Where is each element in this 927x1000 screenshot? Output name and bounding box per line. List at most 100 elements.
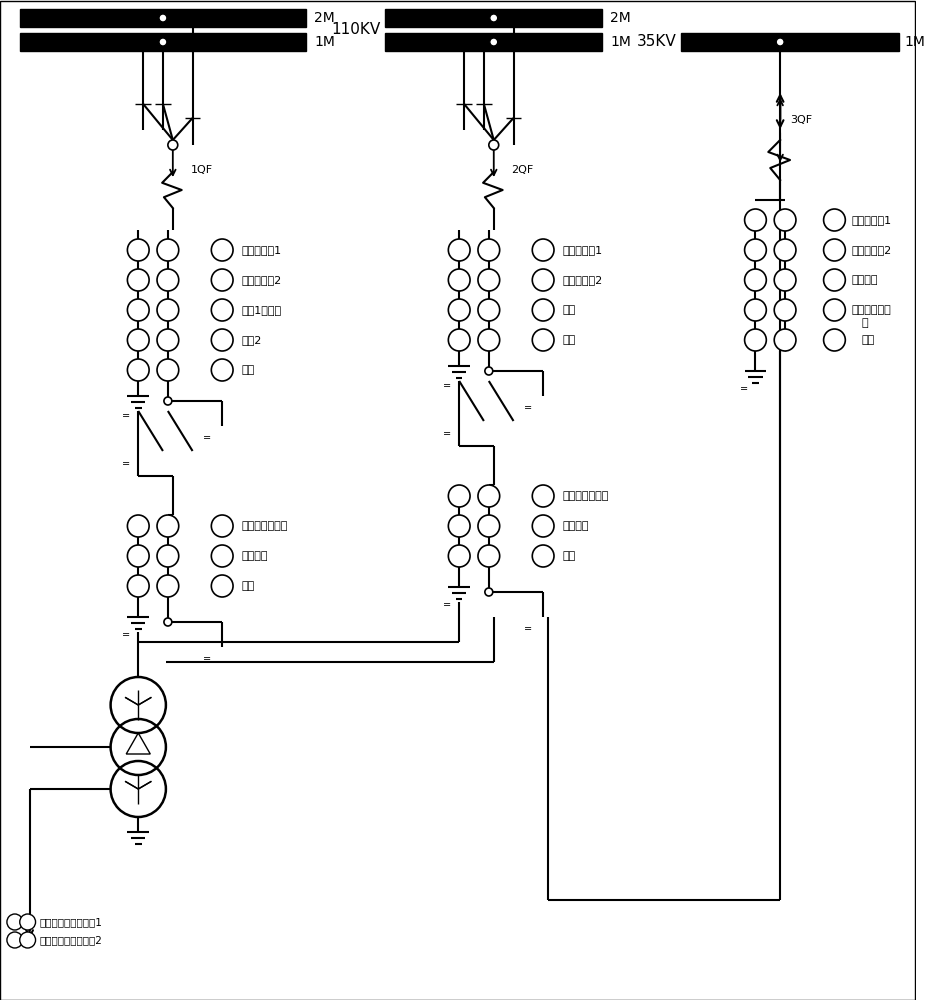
Text: 计量: 计量 [563,335,576,345]
Circle shape [19,914,35,930]
Text: 纵差、后备1: 纵差、后备1 [850,215,891,225]
Text: =: = [122,630,131,640]
Text: 备用: 备用 [242,581,255,591]
Text: =: = [203,654,211,664]
Circle shape [477,269,499,291]
Circle shape [775,38,783,46]
Circle shape [532,485,553,507]
Circle shape [127,575,149,597]
Circle shape [157,299,179,321]
Text: =: = [203,433,211,443]
Circle shape [157,239,179,261]
Text: 2M: 2M [610,11,630,25]
Circle shape [211,545,233,567]
Circle shape [157,359,179,381]
Circle shape [6,932,22,948]
Circle shape [448,269,470,291]
Text: 3QF: 3QF [789,115,811,125]
Text: =: = [524,403,532,413]
Circle shape [773,209,795,231]
Circle shape [773,239,795,261]
Circle shape [127,359,149,381]
Bar [385,33,602,51]
Circle shape [448,485,470,507]
Circle shape [211,329,233,351]
Circle shape [157,575,179,597]
Circle shape [532,239,553,261]
Bar [19,33,306,51]
Circle shape [157,269,179,291]
Circle shape [157,329,179,351]
Text: 1QF: 1QF [190,165,212,175]
Bar [680,33,897,51]
Circle shape [743,209,766,231]
Circle shape [532,269,553,291]
Text: 测量、无功监测: 测量、无功监测 [242,521,288,531]
Circle shape [159,14,167,22]
Text: 纵差、后备2: 纵差、后备2 [563,275,603,285]
Text: 35KV: 35KV [636,34,676,49]
Text: 母差: 母差 [563,305,576,315]
Text: =: = [122,459,131,469]
Text: =: = [524,624,532,634]
Circle shape [448,545,470,567]
Text: 故障录波: 故障录波 [242,551,268,561]
Circle shape [448,239,470,261]
Text: 纵差、后备1: 纵差、后备1 [242,245,282,255]
Text: 测: 测 [860,318,867,328]
Circle shape [448,299,470,321]
Circle shape [489,38,497,46]
Circle shape [157,545,179,567]
Circle shape [773,329,795,351]
Circle shape [127,239,149,261]
Text: 纵差、后备2: 纵差、后备2 [242,275,282,285]
Circle shape [477,299,499,321]
Circle shape [477,485,499,507]
Text: 计量: 计量 [860,335,873,345]
Circle shape [448,329,470,351]
Circle shape [168,140,178,150]
Circle shape [211,359,233,381]
Circle shape [484,367,492,375]
Text: 110KV: 110KV [330,22,380,37]
Circle shape [448,515,470,537]
Text: =: = [443,600,451,610]
Circle shape [127,515,149,537]
Text: 2M: 2M [313,11,335,25]
Circle shape [822,269,844,291]
Text: 过负荷１、零序过测1: 过负荷１、零序过测1 [40,917,102,927]
Circle shape [211,299,233,321]
Circle shape [19,932,35,948]
Circle shape [477,515,499,537]
Circle shape [211,515,233,537]
Text: 纵差、后备2: 纵差、后备2 [850,245,891,255]
Circle shape [743,269,766,291]
Text: 1M: 1M [904,35,924,49]
Text: =: = [443,381,451,391]
Circle shape [157,515,179,537]
Circle shape [211,575,233,597]
Bar [385,9,602,27]
Circle shape [532,545,553,567]
Circle shape [489,140,498,150]
Text: 测量、无功监: 测量、无功监 [850,305,890,315]
Text: 母剗1、失灵: 母剗1、失灵 [242,305,282,315]
Text: 故障录波: 故障录波 [850,275,877,285]
Text: 1M: 1M [610,35,630,49]
Circle shape [822,239,844,261]
Circle shape [127,299,149,321]
Circle shape [773,269,795,291]
Circle shape [532,299,553,321]
Circle shape [773,299,795,321]
Bar [19,9,306,27]
Text: 1M: 1M [313,35,335,49]
Circle shape [211,239,233,261]
Text: =: = [122,411,131,421]
Circle shape [477,545,499,567]
Circle shape [477,239,499,261]
Text: 测量、无功监测: 测量、无功监测 [563,491,609,501]
Circle shape [822,299,844,321]
Text: =: = [739,384,747,394]
Circle shape [127,329,149,351]
Circle shape [159,38,167,46]
